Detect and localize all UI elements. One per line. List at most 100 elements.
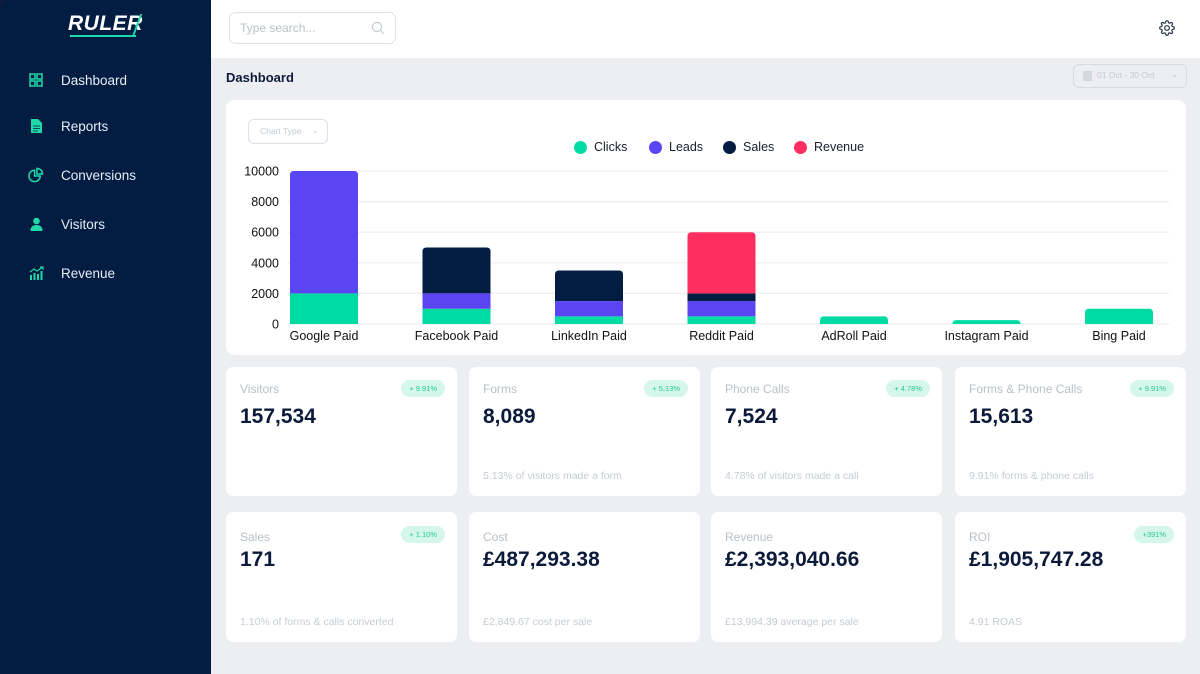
stat-subtext: 1.10% of forms & calls converted (240, 616, 394, 628)
legend-label: Leads (669, 140, 704, 154)
chart-type-label: Chart Type (260, 126, 302, 136)
x-tick-label: LinkedIn Paid (551, 329, 627, 343)
stat-value: £487,293.38 (483, 548, 600, 571)
stat-badge: + 1.10% (401, 526, 445, 543)
bar-segment-clicks (290, 293, 358, 324)
bar-segment-sales (687, 293, 756, 302)
bar-segment-clicks (555, 316, 623, 324)
legend-label: Clicks (594, 140, 628, 154)
sidebar: RULER Dashboard Reports Conversions Vi (0, 0, 211, 674)
x-tick-label: Google Paid (290, 329, 359, 343)
page-title: Dashboard (226, 70, 294, 85)
bar-growth-icon (28, 265, 44, 281)
stat-card-forms[interactable]: Forms + 5.13% 8,089 5.13% of visitors ma… (469, 367, 700, 496)
legend-dot-clicks (574, 140, 587, 154)
stat-label: Visitors (240, 382, 280, 396)
stat-badge: +391% (1134, 526, 1174, 543)
bar-segment-clicks (1085, 308, 1153, 324)
stat-label: Phone Calls (725, 382, 790, 396)
sidebar-item-label: Visitors (61, 216, 106, 232)
stat-subtext: £2,849.67 cost per sale (483, 616, 593, 628)
stat-card-phone-calls[interactable]: Phone Calls + 4.78% 7,524 4.78% of visit… (711, 367, 942, 496)
stat-label: Forms & Phone Calls (969, 382, 1083, 396)
y-tick-label: 8000 (251, 195, 279, 209)
sidebar-item-dashboard[interactable]: Dashboard (0, 62, 211, 98)
bar-segment-leads (290, 171, 358, 294)
stat-value: 8,089 (483, 405, 536, 428)
legend-item-leads[interactable]: Leads (649, 140, 703, 154)
stat-value: 171 (240, 548, 276, 571)
stat-card-sales[interactable]: Sales + 1.10% 171 1.10% of forms & calls… (226, 512, 457, 642)
x-tick-label: Reddit Paid (689, 329, 754, 343)
document-icon (28, 118, 44, 134)
legend-item-revenue[interactable]: Revenue (794, 140, 864, 154)
search-icon[interactable] (371, 21, 385, 40)
bar-segment-sales (555, 270, 623, 302)
y-tick-label: 0 (272, 318, 279, 332)
stat-badge: + 9.91% (401, 380, 445, 397)
legend-item-sales[interactable]: Sales (723, 140, 774, 154)
x-tick-label: AdRoll Paid (821, 329, 886, 343)
main-content: Dashboard 01 Oct - 30 Oct ⌄ Chart Type ⌄… (211, 0, 1200, 674)
logo-underline (70, 35, 136, 37)
top-bar (211, 0, 1200, 58)
sidebar-item-visitors[interactable]: Visitors (0, 206, 211, 242)
stat-badge: + 5.13% (644, 380, 688, 397)
calendar-icon (1083, 71, 1092, 81)
sidebar-item-label: Conversions (61, 167, 137, 183)
y-tick-label: 6000 (251, 226, 279, 240)
stat-value: 157,534 (240, 405, 316, 428)
bar-segment-revenue (687, 232, 756, 294)
bar-segment-leads (422, 293, 491, 309)
stat-card-forms-phone-calls[interactable]: Forms & Phone Calls + 9.91% 15,613 9.91%… (955, 367, 1186, 496)
chart-card: Chart Type ⌄ Clicks Leads Sales (226, 100, 1186, 355)
search-input[interactable] (240, 19, 365, 37)
x-tick-label: Bing Paid (1092, 329, 1146, 343)
stat-label: Forms (483, 382, 517, 396)
x-tick-label: Facebook Paid (415, 329, 498, 343)
logo[interactable]: RULER (68, 12, 143, 35)
date-range-picker[interactable]: 01 Oct - 30 Oct ⌄ (1073, 64, 1187, 88)
stat-card-cost[interactable]: Cost £487,293.38 £2,849.67 cost per sale (469, 512, 700, 642)
user-icon (28, 216, 44, 232)
legend-dot-leads (649, 140, 662, 154)
sidebar-item-label: Dashboard (61, 72, 128, 88)
stat-subtext: 4.78% of visitors made a call (725, 470, 859, 482)
stat-badge: + 9.91% (1130, 380, 1174, 397)
chart-legend: Clicks Leads Sales Revenue (226, 140, 1186, 156)
legend-dot-revenue (794, 140, 807, 154)
search-box (229, 12, 396, 44)
bar-segment-leads (687, 301, 756, 317)
bar-segment-clicks (952, 320, 1021, 324)
sidebar-item-reports[interactable]: Reports (0, 108, 211, 144)
stat-card-revenue[interactable]: Revenue £2,393,040.66 £13,994.39 average… (711, 512, 942, 642)
y-tick-label: 2000 (251, 287, 279, 301)
bar-segment-clicks (820, 316, 888, 324)
legend-label: Sales (743, 140, 775, 154)
sidebar-item-label: Revenue (61, 265, 116, 281)
bar-segment-clicks (422, 308, 491, 324)
bar-segment-sales (422, 247, 491, 294)
chart-type-dropdown[interactable]: Chart Type ⌄ (248, 119, 328, 144)
stat-card-roi[interactable]: ROI +391% £1,905,747.28 4.91 ROAS (955, 512, 1186, 642)
grid-icon (28, 72, 44, 88)
legend-dot-sales (723, 140, 736, 154)
stat-subtext: 9.91% forms & phone calls (969, 470, 1094, 482)
stat-label: Sales (240, 530, 271, 544)
bar-segment-leads (555, 301, 623, 317)
stat-card-visitors[interactable]: Visitors + 9.91% 157,534 (226, 367, 457, 496)
legend-item-clicks[interactable]: Clicks (574, 140, 627, 154)
pie-chart-icon (28, 167, 44, 183)
legend-label: Revenue (814, 140, 865, 154)
chevron-down-icon: ⌄ (1171, 70, 1178, 79)
sidebar-item-conversions[interactable]: Conversions (0, 157, 211, 193)
stat-label: ROI (969, 530, 991, 544)
sidebar-item-revenue[interactable]: Revenue (0, 255, 211, 291)
stat-subtext: 5.13% of visitors made a form (483, 470, 622, 482)
stat-subtext: 4.91 ROAS (969, 616, 1023, 628)
gear-icon[interactable] (1159, 20, 1175, 36)
x-tick-label: Instagram Paid (944, 329, 1028, 343)
stat-value: 7,524 (725, 405, 778, 428)
stat-value: £1,905,747.28 (969, 548, 1104, 571)
